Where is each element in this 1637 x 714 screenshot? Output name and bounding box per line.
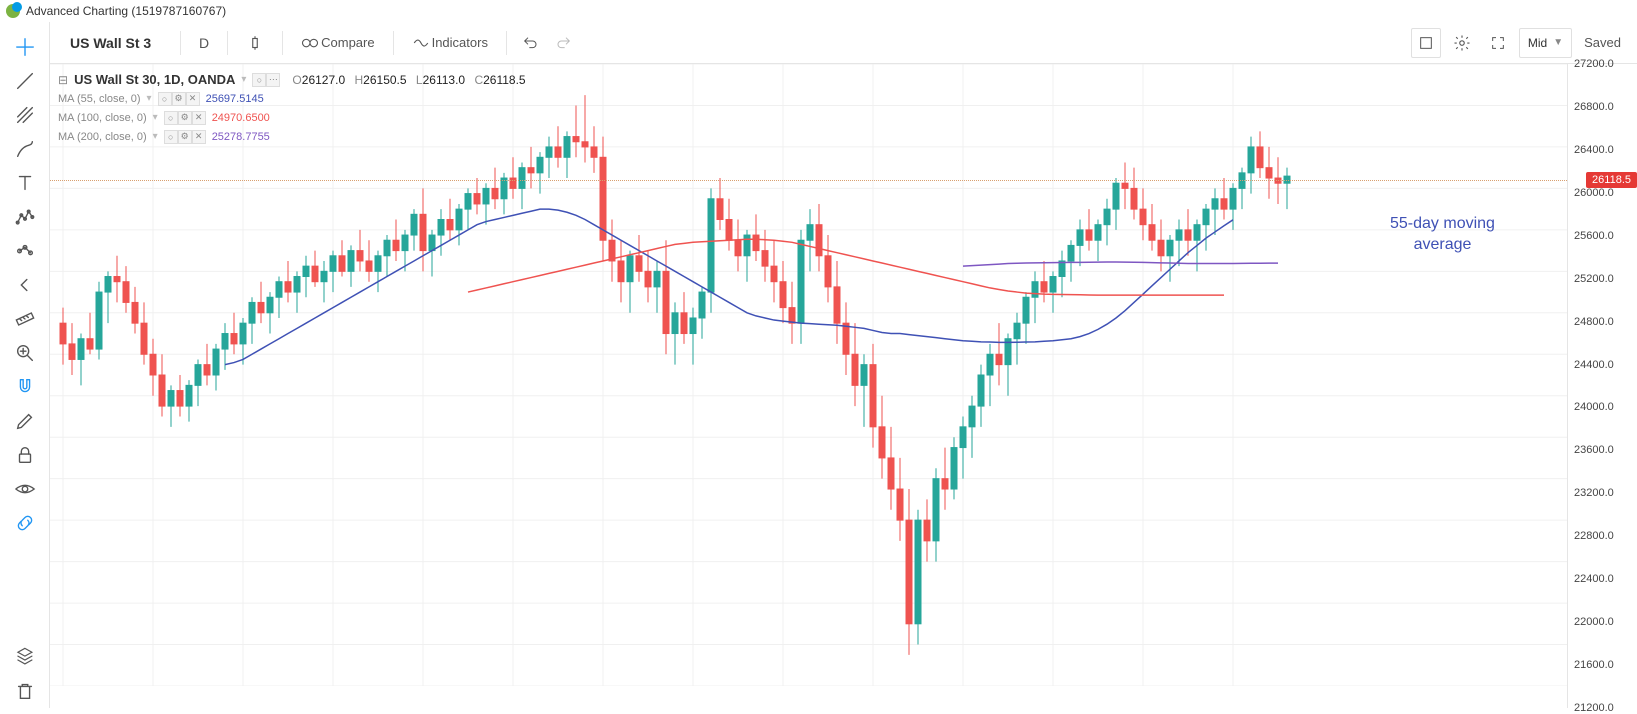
save-status[interactable]: Saved [1578, 35, 1627, 50]
pitchfork-icon[interactable] [0, 98, 50, 132]
y-axis-tick: 26800.0 [1574, 101, 1614, 113]
window-title: Advanced Charting (1519787160767) [26, 4, 226, 18]
separator [282, 31, 283, 55]
edit-icon[interactable] [0, 404, 50, 438]
separator [227, 31, 228, 55]
legend-more-icon[interactable]: ⋯ [266, 73, 280, 87]
window-titlebar: Advanced Charting (1519787160767) [0, 0, 1637, 22]
link-icon[interactable] [0, 506, 50, 540]
y-axis-tick: 24400.0 [1574, 359, 1614, 371]
y-axis-tick: 24800.0 [1574, 316, 1614, 328]
chart-toolbar: D Compare Indicators [50, 22, 1637, 64]
y-axis-tick: 22000.0 [1574, 616, 1614, 628]
chevron-down-icon[interactable]: ▾ [241, 74, 246, 85]
undo-button[interactable] [515, 28, 545, 58]
compare-label: Compare [321, 35, 374, 50]
ma-legend-row: MA (55, close, 0) ▾ ○⚙✕ 25697.5145 [58, 89, 526, 108]
chart-canvas[interactable]: ⊟ US Wall St 30, 1D, OANDA ▾ ○ ⋯ O26127.… [50, 64, 1567, 708]
chevron-down-icon[interactable]: ▾ [147, 93, 152, 104]
chevron-down-icon: ▼ [1553, 37, 1563, 48]
ma-label: MA (200, close, 0) [58, 131, 147, 143]
brush-icon[interactable] [0, 132, 50, 166]
y-axis-tick: 26400.0 [1574, 144, 1614, 156]
drawing-tools-sidebar [0, 22, 50, 708]
chart-style-button[interactable] [236, 28, 274, 58]
text-icon[interactable] [0, 166, 50, 200]
prediction-icon[interactable] [0, 234, 50, 268]
y-axis-tick: 21200.0 [1574, 702, 1614, 714]
y-axis-tick: 27200.0 [1574, 58, 1614, 70]
interval-selector[interactable]: D [189, 28, 219, 58]
ma-eye-icon[interactable]: ○ [164, 130, 178, 144]
current-price-tag: 26118.5 [1586, 172, 1637, 188]
symbol-input[interactable] [70, 35, 162, 51]
separator [506, 31, 507, 55]
symbol-title: US Wall St 30, 1D, OANDA [74, 72, 235, 87]
indicators-label: Indicators [432, 35, 488, 50]
settings-button[interactable] [1447, 28, 1477, 58]
y-axis-tick: 22400.0 [1574, 573, 1614, 585]
y-axis-tick: 25600.0 [1574, 230, 1614, 242]
eye-icon[interactable] [0, 472, 50, 506]
trash-icon[interactable] [0, 674, 50, 708]
current-price-line [50, 180, 1567, 181]
price-mode-label: Mid [1528, 36, 1547, 50]
layers-icon[interactable] [0, 640, 50, 674]
separator [180, 31, 181, 55]
compare-button[interactable]: Compare [291, 28, 384, 58]
ma-legend-row: MA (200, close, 0) ▾ ○⚙✕ 25278.7755 [58, 127, 526, 146]
ma-label: MA (55, close, 0) [58, 93, 141, 105]
ma-close-icon[interactable]: ✕ [186, 92, 200, 106]
pattern-icon[interactable] [0, 200, 50, 234]
ma-value: 25697.5145 [206, 93, 264, 105]
crosshair-icon[interactable] [0, 30, 50, 64]
chart-legend: ⊟ US Wall St 30, 1D, OANDA ▾ ○ ⋯ O26127.… [58, 70, 526, 146]
chevron-down-icon[interactable]: ▾ [153, 112, 158, 123]
separator [393, 31, 394, 55]
ma-close-icon[interactable]: ✕ [192, 130, 206, 144]
ma-legend-row: MA (100, close, 0) ▾ ○⚙✕ 24970.6500 [58, 108, 526, 127]
redo-button[interactable] [549, 28, 579, 58]
interval-label: D [199, 35, 209, 51]
y-axis-tick: 22800.0 [1574, 530, 1614, 542]
ma-settings-icon[interactable]: ⚙ [178, 130, 192, 144]
y-axis-tick: 24000.0 [1574, 401, 1614, 413]
layout-button[interactable] [1411, 28, 1441, 58]
symbol-selector[interactable] [60, 28, 172, 58]
y-axis-tick: 23200.0 [1574, 487, 1614, 499]
zoom-icon[interactable] [0, 336, 50, 370]
ma-eye-icon[interactable]: ○ [158, 92, 172, 106]
magnet-icon[interactable] [0, 370, 50, 404]
app-logo-icon [6, 4, 20, 18]
price-axis[interactable]: 21200.021600.022000.022400.022800.023200… [1567, 64, 1637, 708]
price-mode-selector[interactable]: Mid ▼ [1519, 28, 1572, 58]
ma-label: MA (100, close, 0) [58, 112, 147, 124]
lock-icon[interactable] [0, 438, 50, 472]
y-axis-tick: 23600.0 [1574, 444, 1614, 456]
indicators-button[interactable]: Indicators [402, 28, 498, 58]
ohlc-values: O26127.0 H26150.5 L26113.0 C26118.5 [286, 73, 525, 87]
fullscreen-button[interactable] [1483, 28, 1513, 58]
collapse-icon[interactable]: ⊟ [58, 73, 68, 87]
y-axis-tick: 26000.0 [1574, 187, 1614, 199]
back-arrow-icon[interactable] [0, 268, 50, 302]
ma-close-icon[interactable]: ✕ [192, 111, 206, 125]
trendline-icon[interactable] [0, 64, 50, 98]
ma-settings-icon[interactable]: ⚙ [178, 111, 192, 125]
ruler-icon[interactable] [0, 302, 50, 336]
chart-svg [50, 64, 1567, 686]
y-axis-tick: 21600.0 [1574, 659, 1614, 671]
legend-eye-icon[interactable]: ○ [252, 73, 266, 87]
y-axis-tick: 25200.0 [1574, 273, 1614, 285]
ma-settings-icon[interactable]: ⚙ [172, 92, 186, 106]
ma-value: 25278.7755 [212, 131, 270, 143]
ma-eye-icon[interactable]: ○ [164, 111, 178, 125]
ma-value: 24970.6500 [212, 112, 270, 124]
chevron-down-icon[interactable]: ▾ [153, 131, 158, 142]
